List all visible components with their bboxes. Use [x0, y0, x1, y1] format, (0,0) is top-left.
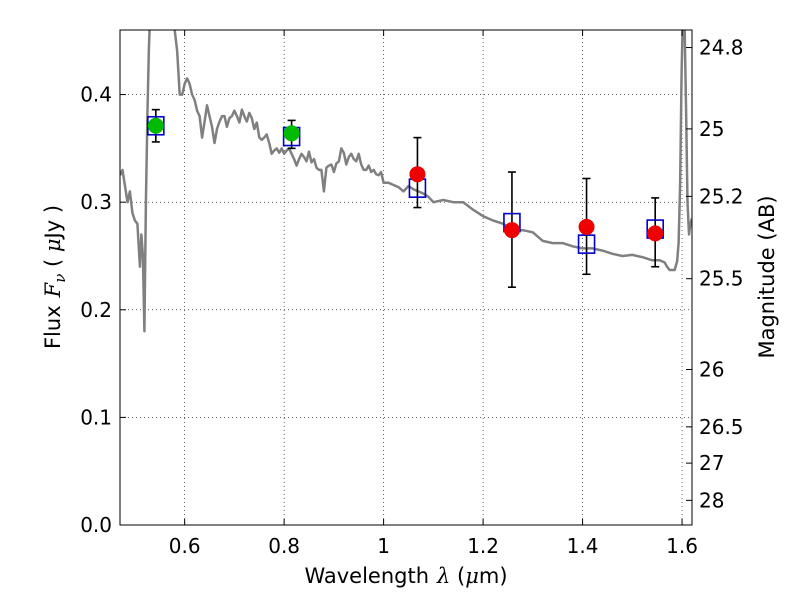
x-axis-label-prefix: Wavelength: [304, 564, 429, 588]
x-axis-unit-mu: μ: [465, 564, 479, 588]
x-axis-unit-rest: m): [479, 564, 508, 588]
y2-tick-label: 26.5: [699, 415, 744, 439]
y2-tick-label: 28: [699, 488, 724, 512]
nir-point: [503, 222, 520, 239]
model-photometry-box: [577, 234, 596, 254]
x-axis-lambda-symbol: λ: [436, 564, 450, 588]
x-tick-label: 1.4: [567, 534, 599, 558]
y-axis-unit-mu: μ: [41, 238, 65, 252]
y2-tick-label: 27: [699, 451, 724, 475]
y-axis-nu-subscript: ν: [51, 274, 69, 283]
nir-point: [647, 225, 664, 242]
x-tick-label: 1.6: [666, 534, 698, 558]
x-tick-label: 1: [377, 534, 390, 558]
x-tick-label: 0.8: [268, 534, 300, 558]
plot-frame: [119, 29, 693, 526]
y-axis-unit-open: (: [41, 252, 65, 274]
y2-tick-label: 26: [699, 358, 724, 382]
y-tick-label: 0.4: [80, 83, 112, 107]
axis-ticks: 0.6 0.8 1 1.2 1.4 1.6 0.0 0.1 0.2 0.3 0.4 24.8 25 25.…: [80, 30, 744, 558]
y-axis-label: Flux Fν ( μJy ): [41, 205, 69, 349]
y-tick-label: 0.1: [80, 405, 112, 429]
photometry-layer: [147, 108, 664, 288]
y-tick-label: 0.0: [80, 513, 112, 537]
x-axis-label: Wavelength λ (μm): [304, 564, 507, 588]
y-tick-label: 0.2: [80, 298, 112, 322]
optical-point: [283, 125, 300, 142]
y2-tick-label: 25: [699, 117, 724, 141]
x-tick-label: 1.2: [467, 534, 499, 558]
y-tick-label: 0.3: [80, 190, 112, 214]
optical-point: [147, 117, 164, 134]
model-spectrum-line: [120, 30, 692, 333]
x-tick-label: 0.6: [169, 534, 201, 558]
model-spectrum-layer: [120, 30, 692, 333]
nir-point: [578, 218, 595, 235]
y2-tick-label: 24.8: [699, 36, 744, 60]
y2-tick-label: 25.5: [699, 267, 744, 291]
y2-axis-label: Magnitude (AB): [755, 195, 779, 358]
y-axis-label-prefix: Flux: [41, 305, 65, 349]
y-axis-unit-rest: Jy ): [41, 205, 65, 241]
y2-tick-label: 25.2: [699, 184, 744, 208]
nir-point: [409, 166, 426, 183]
y-axis-flux-symbol: F: [41, 281, 65, 298]
x-axis-unit-open: (: [450, 564, 465, 588]
